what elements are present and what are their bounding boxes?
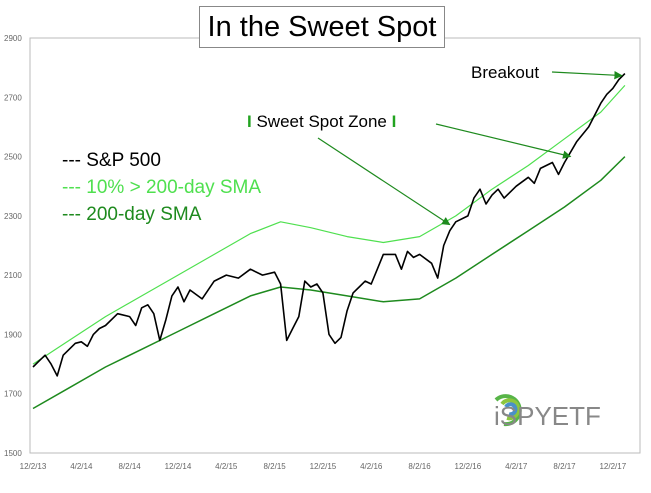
y-tick-label: 2900 — [4, 34, 22, 43]
x-tick-label: 4/2/16 — [360, 462, 383, 471]
annotation-arrows — [317, 70, 623, 226]
arrow-sweet-spot-right — [435, 123, 572, 159]
y-tick-label: 2300 — [4, 212, 22, 221]
zone-bar-right: I — [391, 112, 397, 131]
y-tick-label: 2100 — [4, 271, 22, 280]
legend-item-sp500: --- S&P 500 — [62, 150, 161, 171]
x-tick-label: 12/2/14 — [165, 462, 192, 471]
chart-title: In the Sweet Spot — [199, 6, 445, 48]
y-tick-label: 1900 — [4, 330, 22, 339]
x-axis: 12/2/13 4/2/14 8/2/14 12/2/14 4/2/15 8/2/15 12… — [20, 462, 627, 471]
x-tick-label: 12/2/16 — [455, 462, 482, 471]
logo-icon: iSPYETF — [494, 394, 601, 431]
x-tick-label: 12/2/13 — [20, 462, 47, 471]
series-layer — [32, 73, 626, 410]
x-tick-label: 4/2/17 — [505, 462, 528, 471]
annotation-breakout: Breakout — [471, 63, 540, 82]
series-line-s-p-500 — [32, 73, 626, 377]
y-axis: 1500 1700 1900 2100 2300 2500 2700 2900 — [4, 34, 22, 458]
x-tick-label: 12/2/15 — [310, 462, 337, 471]
series-line-10-200-day-sma — [32, 84, 626, 365]
annotation-sweet-spot-zone: I Sweet Spot Zone I — [247, 112, 396, 132]
logo-text: iSPYETF — [494, 401, 601, 431]
y-tick-label: 2500 — [4, 153, 22, 162]
x-tick-label: 12/2/17 — [599, 462, 626, 471]
zone-bar-left: I — [247, 112, 252, 131]
y-tick-label: 1500 — [4, 449, 22, 458]
x-tick-label: 8/2/17 — [553, 462, 576, 471]
y-tick-label: 1700 — [4, 390, 22, 399]
x-tick-label: 8/2/16 — [408, 462, 431, 471]
legend: --- S&P 500 --- 10% > 200-day SMA --- 20… — [62, 147, 261, 228]
series-line-200-day-sma — [32, 156, 626, 410]
arrow-sweet-spot-left — [317, 137, 451, 226]
legend-item-upper-band: --- 10% > 200-day SMA — [62, 177, 262, 198]
legend-item-sma: --- 200-day SMA — [62, 204, 202, 225]
x-tick-label: 8/2/15 — [263, 462, 286, 471]
arrow-breakout — [551, 70, 623, 80]
x-tick-label: 8/2/14 — [119, 462, 142, 471]
x-tick-label: 4/2/14 — [70, 462, 93, 471]
y-tick-label: 2700 — [4, 93, 22, 102]
x-tick-label: 4/2/15 — [215, 462, 238, 471]
ispyetf-logo: iSPYETF — [480, 378, 630, 434]
annotation-sweet-spot-text: Sweet Spot Zone — [256, 112, 387, 131]
